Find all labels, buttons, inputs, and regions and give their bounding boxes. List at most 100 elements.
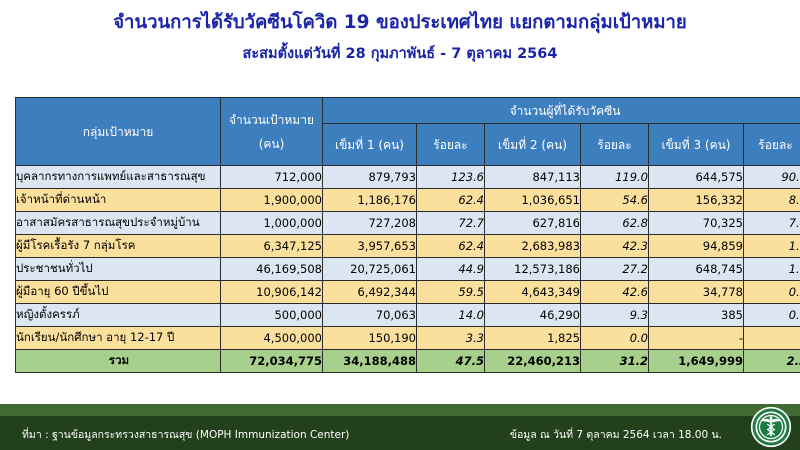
cell-dose3-percent: 7.0 <box>742 211 800 235</box>
footer-accent-strip <box>0 404 800 416</box>
cell-dose3: 70,325 <box>648 211 744 235</box>
column-header-target-group: กลุ่มเป้าหมาย <box>15 97 221 166</box>
column-header-dose1-percent: ร้อยละ <box>416 123 485 166</box>
cell-dose2-percent: 9.3 <box>580 303 649 327</box>
total-dose3-percent: 2.3 <box>742 349 800 373</box>
total-label: รวม <box>15 349 221 373</box>
cell-target: 4,500,000 <box>220 326 323 350</box>
table-row: อาสาสมัครสาธารณสุขประจำหมู่บ้าน 1,000,00… <box>15 211 800 235</box>
title-block: จำนวนการได้รับวัคซีนโควิด 19 ของประเทศไท… <box>0 10 800 66</box>
cell-dose2: 46,290 <box>484 303 581 327</box>
cell-dose1-percent: 62.4 <box>416 234 485 258</box>
cell-target: 6,347,125 <box>220 234 323 258</box>
table-row: ประชาชนทั่วไป 46,169,508 20,725,061 44.9… <box>15 257 800 281</box>
cell-dose1-percent: 59.5 <box>416 280 485 304</box>
cell-dose3: 34,778 <box>648 280 744 304</box>
cell-dose1: 727,208 <box>322 211 417 235</box>
cell-target: 10,906,142 <box>220 280 323 304</box>
cell-dose3: 156,332 <box>648 188 744 212</box>
page-title: จำนวนการได้รับวัคซีนโควิด 19 ของประเทศไท… <box>113 12 687 33</box>
table-row: ผู้มีอายุ 60 ปีขึ้นไป 10,906,142 6,492,3… <box>15 280 800 304</box>
column-header-dose2-percent: ร้อยละ <box>580 123 649 166</box>
vaccination-table: กลุ่มเป้าหมาย จำนวนเป้าหมาย (คน) จำนวนผู… <box>15 97 800 373</box>
column-header-dose1: เข็มที่ 1 (คน) <box>322 123 417 166</box>
cell-dose3-percent: 8.2 <box>742 188 800 212</box>
cell-dose3: 644,575 <box>648 165 744 189</box>
row-label: ผู้มีโรคเรื้อรัง 7 กลุ่มโรค <box>15 234 221 258</box>
table-row: ผู้มีโรคเรื้อรัง 7 กลุ่มโรค 6,347,125 3,… <box>15 234 800 258</box>
column-header-target-count: จำนวนเป้าหมาย (คน) <box>220 97 323 166</box>
table-row: นักเรียน/นักศึกษา อายุ 12-17 ปี 4,500,00… <box>15 326 800 350</box>
column-header-dose2: เข็มที่ 2 (คน) <box>484 123 581 166</box>
cell-dose1: 1,186,176 <box>322 188 417 212</box>
cell-dose3: 385 <box>648 303 744 327</box>
row-label: เจ้าหน้าที่ด่านหน้า <box>15 188 221 212</box>
row-label: หญิงตั้งครรภ์ <box>15 303 221 327</box>
cell-dose1-percent: 3.3 <box>416 326 485 350</box>
cell-dose2: 627,816 <box>484 211 581 235</box>
cell-dose2-percent: 42.6 <box>580 280 649 304</box>
cell-dose3-percent: 0.1 <box>742 303 800 327</box>
table-row: เจ้าหน้าที่ด่านหน้า 1,900,000 1,186,176 … <box>15 188 800 212</box>
total-target: 72,034,775 <box>220 349 323 373</box>
cell-dose3-percent: - <box>742 326 800 350</box>
cell-dose2-percent: 27.2 <box>580 257 649 281</box>
table-body: บุคลากรทางการแพทย์และสาธารณสุข 712,000 8… <box>15 165 800 373</box>
column-header-dose3: เข็มที่ 3 (คน) <box>648 123 744 166</box>
cell-dose2: 1,036,651 <box>484 188 581 212</box>
cell-dose2-percent: 54.6 <box>580 188 649 212</box>
cell-dose1-percent: 62.4 <box>416 188 485 212</box>
cell-dose3-percent: 90.5 <box>742 165 800 189</box>
cell-dose1: 879,793 <box>322 165 417 189</box>
table-header-row-1: กลุ่มเป้าหมาย จำนวนเป้าหมาย (คน) จำนวนผู… <box>15 97 800 166</box>
cell-dose3-percent: 0.3 <box>742 280 800 304</box>
cell-dose2-percent: 119.0 <box>580 165 649 189</box>
table-row: หญิงตั้งครรภ์ 500,000 70,063 14.0 46,290… <box>15 303 800 327</box>
cell-dose1-percent: 123.6 <box>416 165 485 189</box>
cell-dose2-percent: 0.0 <box>580 326 649 350</box>
row-label: ประชาชนทั่วไป <box>15 257 221 281</box>
cell-dose3-percent: 1.4 <box>742 257 800 281</box>
cell-dose1: 6,492,344 <box>322 280 417 304</box>
cell-target: 1,000,000 <box>220 211 323 235</box>
cell-dose1-percent: 14.0 <box>416 303 485 327</box>
total-dose2: 22,460,213 <box>484 349 581 373</box>
table-header: กลุ่มเป้าหมาย จำนวนเป้าหมาย (คน) จำนวนผู… <box>15 97 800 166</box>
footer-asof-text: ข้อมูล ณ วันที่ 7 ตุลาคม 2564 เวลา 18.00… <box>509 429 722 441</box>
row-label: อาสาสมัครสาธารณสุขประจำหมู่บ้าน <box>15 211 221 235</box>
cell-dose1: 20,725,061 <box>322 257 417 281</box>
moph-logo-icon <box>750 406 792 448</box>
cell-dose3: 94,859 <box>648 234 744 258</box>
footer-source-text: ที่มา : ฐานข้อมูลกระทรวงสาธารณสุข (MOPH … <box>22 429 350 441</box>
footer-bar <box>0 416 800 450</box>
row-label: ผู้มีอายุ 60 ปีขึ้นไป <box>15 280 221 304</box>
cell-dose2-percent: 42.3 <box>580 234 649 258</box>
cell-target: 500,000 <box>220 303 323 327</box>
cell-target: 1,900,000 <box>220 188 323 212</box>
cell-dose2: 2,683,983 <box>484 234 581 258</box>
total-dose1-percent: 47.5 <box>416 349 485 373</box>
total-dose2-percent: 31.2 <box>580 349 649 373</box>
cell-dose2: 1,825 <box>484 326 581 350</box>
table-total-row: รวม 72,034,775 34,188,488 47.5 22,460,21… <box>15 349 800 373</box>
cell-dose2: 847,113 <box>484 165 581 189</box>
page-subtitle: สะสมตั้งแต่วันที่ 28 กุมภาพันธ์ - 7 ตุลา… <box>242 46 558 62</box>
column-header-dose3-percent: ร้อยละ <box>742 123 800 166</box>
cell-dose1-percent: 44.9 <box>416 257 485 281</box>
cell-dose3: - <box>648 326 744 350</box>
cell-dose2: 4,643,349 <box>484 280 581 304</box>
total-dose1: 34,188,488 <box>322 349 417 373</box>
row-label: บุคลากรทางการแพทย์และสาธารณสุข <box>15 165 221 189</box>
cell-dose1-percent: 72.7 <box>416 211 485 235</box>
cell-dose1: 70,063 <box>322 303 417 327</box>
cell-target: 46,169,508 <box>220 257 323 281</box>
column-header-vaccinated-group: จำนวนผู้ที่ได้รับวัคซีน <box>321 97 800 124</box>
cell-dose3: 648,745 <box>648 257 744 281</box>
table-header-row-2: เข็มที่ 1 (คน) ร้อยละ เข็มที่ 2 (คน) ร้อ… <box>16 123 800 166</box>
vaccination-table-container: กลุ่มเป้าหมาย จำนวนเป้าหมาย (คน) จำนวนผู… <box>15 97 800 373</box>
row-label: นักเรียน/นักศึกษา อายุ 12-17 ปี <box>15 326 221 350</box>
cell-dose3-percent: 1.5 <box>742 234 800 258</box>
total-dose3: 1,649,999 <box>648 349 744 373</box>
table-row: บุคลากรทางการแพทย์และสาธารณสุข 712,000 8… <box>15 165 800 189</box>
